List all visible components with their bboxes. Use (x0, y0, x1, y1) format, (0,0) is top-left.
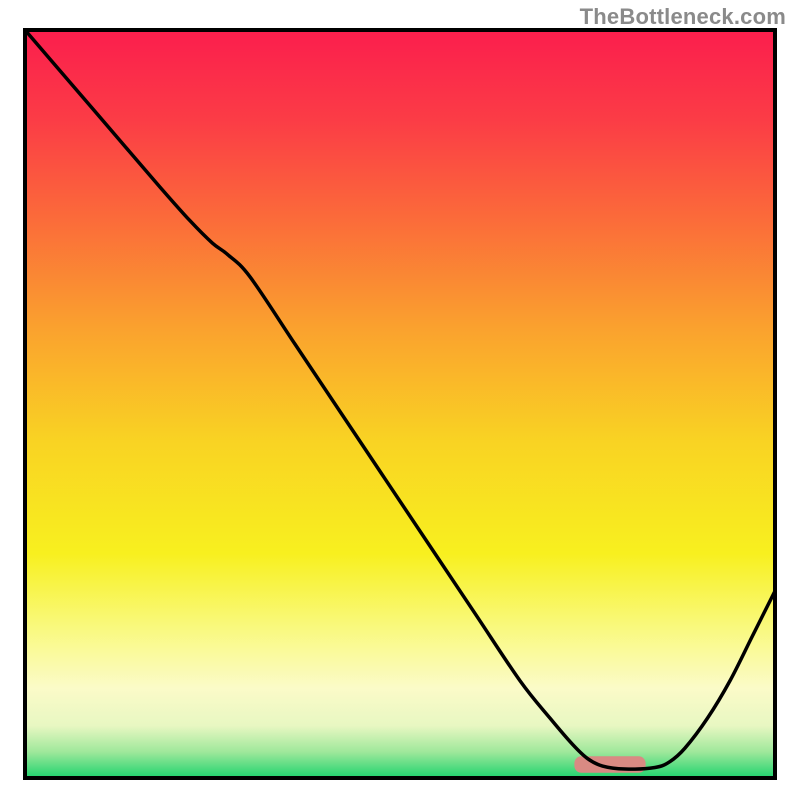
chart-container: { "watermark": { "text": "TheBottleneck.… (0, 0, 800, 800)
gradient-background (25, 30, 775, 778)
bottleneck-chart (0, 0, 800, 800)
watermark-text: TheBottleneck.com (580, 4, 786, 30)
